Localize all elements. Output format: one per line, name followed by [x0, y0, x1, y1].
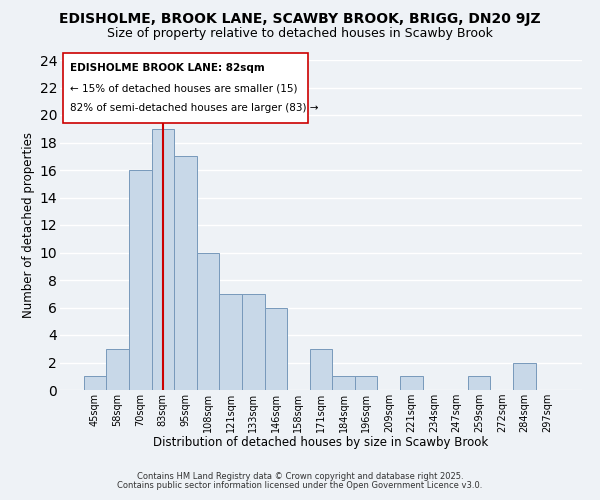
Bar [332, 376, 355, 390]
Text: EDISHOLME, BROOK LANE, SCAWBY BROOK, BRIGG, DN20 9JZ: EDISHOLME, BROOK LANE, SCAWBY BROOK, BRI… [59, 12, 541, 26]
Bar [106, 349, 129, 390]
Text: Contains HM Land Registry data © Crown copyright and database right 2025.: Contains HM Land Registry data © Crown c… [137, 472, 463, 481]
Bar [355, 376, 377, 390]
Text: EDISHOLME BROOK LANE: 82sqm: EDISHOLME BROOK LANE: 82sqm [70, 64, 265, 74]
Bar [310, 349, 332, 390]
Bar [220, 294, 242, 390]
Bar [468, 376, 490, 390]
Text: ← 15% of detached houses are smaller (15): ← 15% of detached houses are smaller (15… [70, 83, 298, 93]
Text: Contains public sector information licensed under the Open Government Licence v3: Contains public sector information licen… [118, 481, 482, 490]
Bar [84, 376, 106, 390]
X-axis label: Distribution of detached houses by size in Scawby Brook: Distribution of detached houses by size … [154, 436, 488, 450]
Bar [265, 308, 287, 390]
Bar [152, 128, 174, 390]
Bar [400, 376, 422, 390]
Bar [513, 362, 536, 390]
Bar [174, 156, 197, 390]
Text: Size of property relative to detached houses in Scawby Brook: Size of property relative to detached ho… [107, 28, 493, 40]
Bar [242, 294, 265, 390]
Bar [129, 170, 152, 390]
Bar [197, 252, 220, 390]
Y-axis label: Number of detached properties: Number of detached properties [22, 132, 35, 318]
FancyBboxPatch shape [62, 54, 308, 122]
Text: 82% of semi-detached houses are larger (83) →: 82% of semi-detached houses are larger (… [70, 103, 319, 113]
